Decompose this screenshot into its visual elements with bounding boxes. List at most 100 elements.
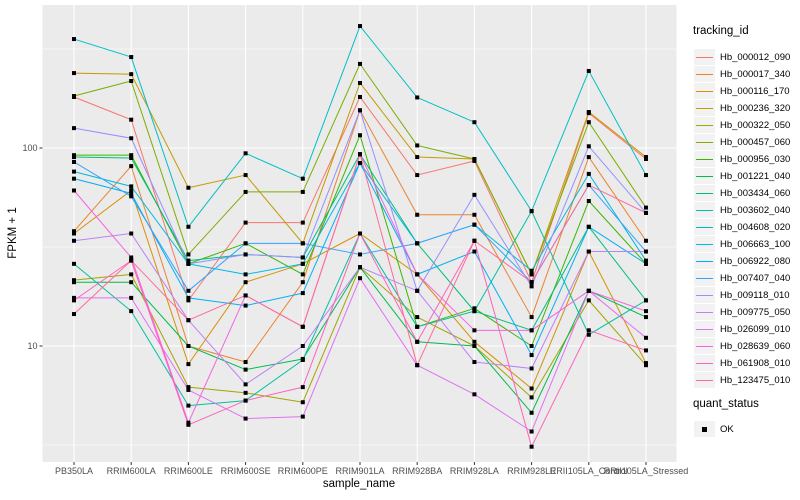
line-key-icon (694, 117, 715, 133)
data-point (358, 80, 362, 85)
data-point (72, 71, 76, 76)
line-key-icon (694, 372, 715, 388)
data-point (243, 252, 248, 257)
line-key-icon (694, 168, 715, 184)
line-key-icon (694, 253, 715, 269)
data-point (300, 176, 305, 181)
data-point (300, 344, 305, 348)
legend-label: Hb_000012_090 (720, 51, 791, 63)
legend-entry: Hb_061908_010 (694, 355, 790, 371)
legend-label: Hb_000017_340 (720, 68, 791, 80)
data-point (415, 272, 420, 277)
line-key-icon (694, 219, 715, 235)
data-point (644, 261, 648, 266)
data-point (72, 238, 76, 243)
data-point (186, 224, 191, 229)
data-point (129, 164, 134, 169)
legend-entry: Hb_000956_030 (694, 151, 790, 167)
data-point (472, 392, 477, 397)
data-point (529, 344, 534, 348)
x-tick-label: RRIM600SE (221, 466, 271, 476)
legend-entry: Hb_004608_020 (694, 219, 790, 235)
legend-color-title: tracking_id (693, 25, 749, 37)
data-point (644, 363, 648, 368)
data-point (243, 280, 248, 285)
data-point (472, 328, 477, 333)
x-tick-label: RRIM901LA (335, 466, 384, 476)
data-point (72, 229, 76, 234)
data-point (586, 144, 591, 149)
line-key-icon (694, 321, 715, 337)
legend-label: Hb_000236_320 (720, 102, 791, 114)
data-point (644, 298, 648, 303)
data-point (529, 353, 534, 358)
data-point (186, 318, 191, 323)
legend-label: Hb_006663_100 (720, 238, 791, 250)
legend-entry: Hb_007407_040 (694, 270, 790, 286)
data-point (129, 184, 134, 189)
x-tick-label: RRIM928LA (450, 466, 499, 476)
data-point (300, 241, 305, 246)
data-point (129, 194, 134, 199)
data-point (472, 238, 477, 243)
data-point (186, 288, 191, 293)
data-point (415, 143, 420, 148)
data-point (358, 152, 362, 157)
data-point (415, 155, 420, 160)
data-point (72, 298, 76, 303)
data-point (72, 261, 76, 266)
data-point (129, 255, 134, 260)
data-point (243, 416, 248, 421)
data-point (72, 295, 76, 300)
data-point (300, 357, 305, 362)
data-point (415, 363, 420, 368)
legend-label: Hb_006922_080 (720, 255, 791, 267)
x-tick-label: RRII105LA_Control (550, 466, 628, 476)
x-axis-title: sample_name (322, 478, 396, 490)
legend-entry: Hb_003434_060 (694, 185, 790, 201)
data-point (72, 280, 76, 285)
data-point (300, 324, 305, 329)
data-point (415, 95, 420, 100)
line-key-icon (694, 270, 715, 286)
line-key-icon (694, 304, 715, 320)
line-key-icon (694, 338, 715, 354)
ok-square-key-icon (694, 421, 715, 437)
legend-shape-entry: OK (694, 421, 734, 437)
data-point (586, 109, 591, 114)
data-point (243, 360, 248, 365)
data-point (529, 315, 534, 320)
legend-shape-title: quant_status (693, 398, 759, 410)
data-point (186, 422, 191, 427)
data-point (300, 400, 305, 405)
x-tick-label: RRII105LA_Stressed (604, 466, 689, 476)
legend-label: Hb_123475_010 (720, 374, 791, 386)
data-point (644, 361, 648, 366)
data-point (72, 176, 76, 181)
data-point (243, 241, 248, 246)
data-point (243, 382, 248, 387)
data-point (415, 339, 420, 344)
data-point (529, 272, 534, 277)
legend-label: Hb_028639_060 (720, 340, 791, 352)
legend-label: Hb_061908_010 (720, 357, 791, 369)
legend-entry: Hb_000236_320 (694, 100, 790, 116)
data-point (472, 222, 477, 227)
legend-shape-label: OK (720, 423, 734, 435)
data-point (186, 298, 191, 303)
data-point (300, 280, 305, 285)
y-tick-label: 100 (22, 143, 37, 153)
legend-entry: Hb_006663_100 (694, 236, 790, 252)
data-point (586, 120, 591, 125)
data-point (358, 108, 362, 113)
data-point (243, 293, 248, 298)
legend-entry: Hb_000457_060 (694, 134, 790, 150)
legend-label: Hb_001221_040 (720, 170, 791, 182)
line-key-icon (694, 49, 715, 65)
data-point (358, 61, 362, 66)
data-point (129, 258, 134, 263)
data-point (529, 328, 534, 333)
data-point (529, 429, 534, 434)
data-point (129, 55, 134, 60)
